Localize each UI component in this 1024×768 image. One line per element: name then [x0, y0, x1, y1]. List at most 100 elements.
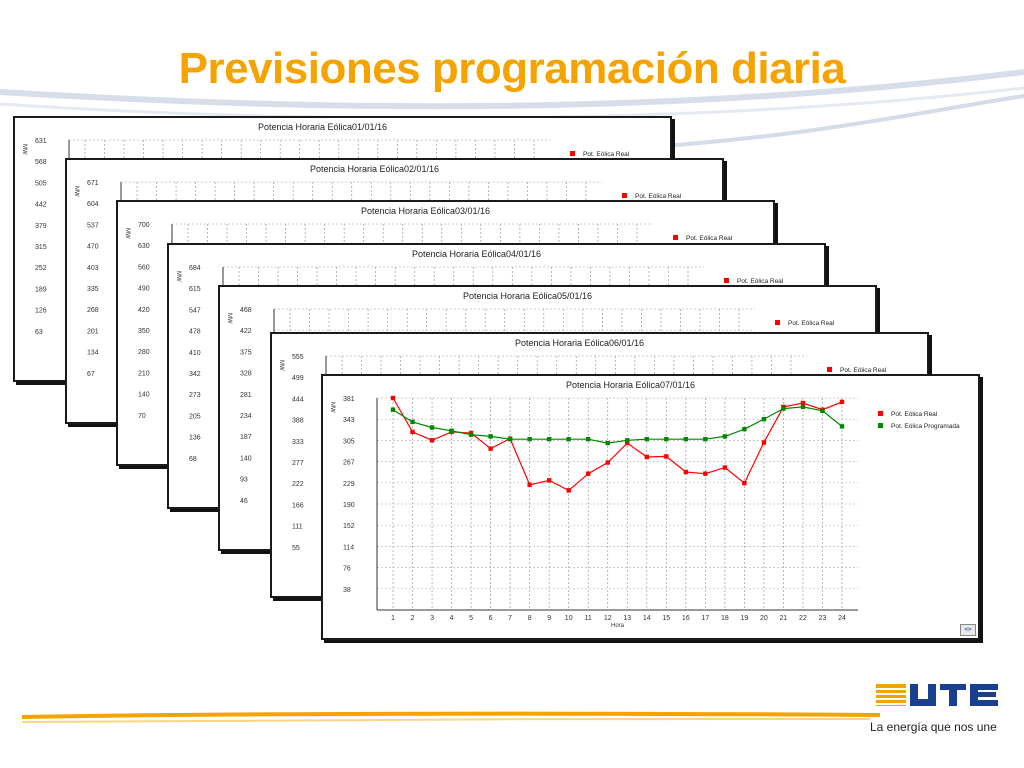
y-tick-label: 537 — [87, 222, 99, 229]
y-tick-label: 470 — [87, 244, 99, 251]
y-tick-label: 93 — [240, 477, 248, 484]
x-tick-label: 4 — [450, 615, 454, 622]
x-tick-label: 21 — [780, 615, 788, 622]
y-tick-label: 126 — [35, 308, 47, 315]
data-point — [507, 436, 513, 442]
y-tick-label: 252 — [35, 265, 47, 272]
data-point — [742, 480, 747, 486]
y-tick-label: 444 — [292, 396, 304, 403]
data-point — [703, 471, 708, 476]
y-tick-label: 684 — [189, 265, 201, 272]
legend-marker — [724, 278, 729, 283]
x-tick-label: 12 — [604, 615, 612, 622]
slide-title: Previsiones programación diaria — [178, 44, 846, 93]
data-point — [683, 436, 689, 442]
data-point — [644, 454, 649, 460]
x-tick-label: 17 — [701, 615, 709, 622]
y-tick-label: 55 — [292, 545, 300, 552]
y-axis-label: MW — [21, 144, 27, 155]
data-point — [566, 436, 571, 442]
y-axis-label: MW — [329, 402, 335, 413]
legend-label: Pot. Eólica Real — [686, 235, 733, 242]
data-point — [527, 482, 532, 488]
y-tick-label: 604 — [87, 201, 99, 208]
y-tick-label: 67 — [87, 371, 95, 378]
y-axis-label: MW — [226, 313, 232, 324]
x-tick-label: 9 — [547, 615, 551, 622]
data-point — [781, 406, 786, 411]
y-tick-label: 410 — [189, 350, 201, 357]
y-tick-label: 615 — [189, 286, 201, 293]
data-point — [800, 400, 806, 406]
y-tick-label: 388 — [292, 418, 304, 425]
data-point — [429, 438, 435, 443]
y-tick-label: 490 — [138, 286, 150, 293]
y-tick-label: 187 — [240, 434, 252, 441]
y-tick-label: 560 — [138, 264, 150, 271]
x-tick-label: 24 — [838, 615, 846, 622]
y-tick-label: 205 — [189, 413, 201, 420]
y-tick-label: 234 — [240, 413, 252, 420]
y-tick-label: 70 — [138, 413, 146, 420]
data-point — [390, 395, 396, 401]
data-point — [605, 440, 610, 446]
y-tick-label: 268 — [87, 307, 99, 314]
y-tick-label: 343 — [343, 417, 355, 424]
y-tick-label: 350 — [138, 328, 150, 335]
x-tick-label: 10 — [565, 615, 573, 622]
y-tick-label: 273 — [189, 392, 201, 399]
x-tick-label: 16 — [682, 615, 690, 622]
y-tick-label: 375 — [240, 349, 252, 356]
data-point — [605, 460, 610, 465]
x-tick-label: 20 — [760, 615, 768, 622]
y-tick-label: 189 — [35, 286, 47, 293]
x-tick-label: 3 — [430, 615, 434, 622]
x-tick-label: 6 — [489, 615, 493, 622]
y-tick-label: 505 — [35, 180, 47, 187]
y-tick-label: 68 — [189, 456, 197, 463]
data-point — [683, 469, 689, 475]
data-point — [546, 478, 552, 483]
x-tick-label: 22 — [799, 615, 807, 622]
data-point — [586, 471, 591, 476]
x-tick-label: 8 — [528, 615, 532, 622]
data-point — [664, 436, 669, 442]
y-tick-label: 140 — [138, 392, 150, 399]
data-point — [586, 436, 591, 442]
chart-scroll-button[interactable]: <> — [960, 624, 976, 636]
data-point — [449, 428, 454, 434]
x-tick-label: 18 — [721, 615, 729, 622]
y-tick-label: 190 — [343, 502, 355, 509]
data-point — [566, 488, 571, 493]
y-tick-label: 422 — [240, 328, 252, 335]
data-point — [761, 416, 767, 422]
y-tick-label: 76 — [343, 566, 351, 573]
x-tick-label: 5 — [469, 615, 473, 622]
y-tick-label: 333 — [292, 439, 304, 446]
y-tick-label: 379 — [35, 223, 47, 230]
data-point — [761, 440, 767, 445]
data-point — [488, 446, 493, 451]
data-point — [625, 438, 630, 443]
data-point — [390, 407, 396, 412]
legend-marker — [775, 320, 780, 325]
data-point — [722, 434, 728, 439]
y-axis-label: MW — [124, 228, 130, 239]
chart-title: Potencia Horaria Eólica06/01/16 — [515, 338, 644, 348]
legend-marker — [673, 235, 678, 240]
legend-label: Pot. Eólica Real — [737, 278, 784, 285]
y-tick-label: 468 — [240, 307, 252, 314]
legend-marker — [622, 193, 627, 198]
data-point — [410, 419, 415, 425]
chart-title: Potencia Horaria Eólica05/01/16 — [463, 291, 592, 301]
data-point — [703, 436, 708, 442]
y-tick-label: 315 — [35, 244, 47, 251]
y-tick-label: 478 — [189, 329, 201, 336]
x-tick-label: 13 — [623, 615, 631, 622]
data-point — [488, 434, 493, 439]
chart-title: Potencia Horaria Eólica03/01/16 — [361, 206, 490, 216]
y-tick-label: 381 — [343, 396, 355, 403]
data-point — [800, 404, 806, 410]
